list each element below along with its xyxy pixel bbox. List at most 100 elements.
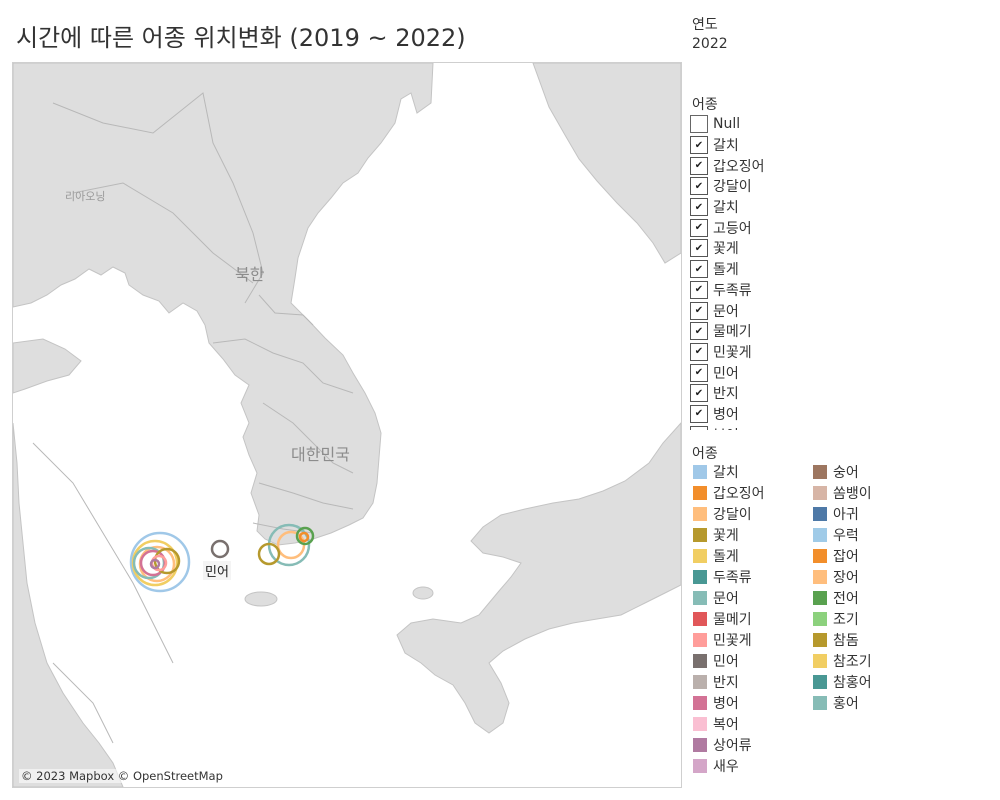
legend-swatch: [813, 549, 827, 563]
legend-label: 두족류: [713, 570, 752, 586]
legend-item[interactable]: 물메기: [693, 609, 752, 629]
map-view[interactable]: 리아오닝 북한 대한민국 민어 © 2023 Mapbox © OpenStre…: [12, 62, 682, 788]
species-filter-list[interactable]: Null ✔ 갈치 ✔ 갑오징어 ✔ 강달이 ✔ 갈치 ✔ 고등어 ✔ 꽃게 ✔ 돌게 ✔ 두족…: [690, 114, 890, 430]
filter-item[interactable]: ✔ 돌게: [690, 259, 890, 280]
checkbox[interactable]: ✔: [690, 363, 708, 382]
checkbox[interactable]: ✔: [690, 384, 708, 403]
legend-item[interactable]: 참홍어: [813, 672, 872, 692]
checkbox[interactable]: ✔: [690, 280, 708, 299]
legend-item[interactable]: 장어: [813, 567, 859, 587]
legend-label: 갈치: [713, 465, 739, 481]
checkbox[interactable]: [690, 115, 708, 134]
filter-item[interactable]: ✔ 강달이: [690, 176, 890, 197]
filter-item[interactable]: ✔ 두족류: [690, 280, 890, 301]
checkbox[interactable]: ✔: [690, 342, 708, 361]
filter-label: 병어: [713, 406, 739, 423]
legend-item[interactable]: 쏨뱅이: [813, 483, 872, 503]
legend-item[interactable]: 참조기: [813, 651, 872, 671]
filter-item[interactable]: ✔ 갈치: [690, 197, 890, 218]
legend-item[interactable]: 병어: [693, 693, 739, 713]
legend-item[interactable]: 아귀: [813, 504, 859, 524]
legend-swatch: [693, 633, 707, 647]
basemap: [13, 63, 681, 787]
land-west: [13, 338, 82, 394]
legend-item[interactable]: 두족류: [693, 567, 752, 587]
checkbox[interactable]: ✔: [690, 136, 708, 155]
land-japan: [396, 422, 681, 734]
legend-item[interactable]: 꽃게: [693, 525, 739, 545]
filter-label: 갑오징어: [713, 158, 765, 175]
year-filter-value[interactable]: 2022: [692, 36, 728, 52]
checkbox[interactable]: ✔: [690, 198, 708, 217]
legend-item[interactable]: 민어: [693, 651, 739, 671]
legend-swatch: [813, 633, 827, 647]
filter-item[interactable]: ✔ 반지: [690, 383, 890, 404]
legend-item[interactable]: 홍어: [813, 693, 859, 713]
legend-item[interactable]: 돌게: [693, 546, 739, 566]
legend-item[interactable]: 새우: [693, 756, 739, 776]
filter-label: 돌게: [713, 262, 739, 279]
legend-item[interactable]: 우럭: [813, 525, 859, 545]
checkbox[interactable]: ✔: [690, 156, 708, 175]
checkbox[interactable]: ✔: [690, 425, 708, 430]
place-label-south-korea: 대한민국: [291, 445, 350, 464]
checkbox[interactable]: ✔: [690, 260, 708, 279]
legend-item[interactable]: 복어: [693, 714, 739, 734]
filter-item[interactable]: ✔ 고등어: [690, 217, 890, 238]
legend-swatch: [693, 507, 707, 521]
checkbox[interactable]: ✔: [690, 177, 708, 196]
legend-item[interactable]: 반지: [693, 672, 739, 692]
legend-label: 홍어: [833, 696, 859, 712]
legend-label: 잡어: [833, 549, 859, 565]
filter-label: 꽃게: [713, 241, 739, 258]
filter-item[interactable]: ✔ 민꽃게: [690, 342, 890, 363]
checkbox[interactable]: ✔: [690, 322, 708, 341]
legend-item[interactable]: 문어: [693, 588, 739, 608]
legend-swatch: [693, 528, 707, 542]
filter-item[interactable]: ✔ 꽃게: [690, 238, 890, 259]
filter-item[interactable]: ✔ 갑오징어: [690, 155, 890, 176]
legend-label: 참돔: [833, 633, 859, 649]
filter-label: 갈치: [713, 200, 739, 217]
filter-label: 두족류: [713, 282, 752, 299]
checkbox[interactable]: ✔: [690, 218, 708, 237]
filter-item[interactable]: Null: [690, 114, 890, 135]
legend-item[interactable]: 조기: [813, 609, 859, 629]
filter-item[interactable]: ✔ 물메기: [690, 321, 890, 342]
map-attribution[interactable]: © 2023 Mapbox © OpenStreetMap: [19, 769, 225, 783]
legend-swatch: [693, 591, 707, 605]
legend-label: 상어류: [713, 738, 752, 754]
filter-label: 고등어: [713, 220, 752, 237]
filter-label: Null: [713, 116, 741, 133]
legend-label: 꽃게: [713, 528, 739, 544]
legend-label: 물메기: [713, 612, 752, 628]
filter-item[interactable]: ✔ 복어: [690, 424, 890, 430]
filter-item[interactable]: ✔ 민어: [690, 362, 890, 383]
checkbox[interactable]: ✔: [690, 404, 708, 423]
legend-item[interactable]: 상어류: [693, 735, 752, 755]
filter-item[interactable]: ✔ 갈치: [690, 135, 890, 156]
legend-item[interactable]: 참돔: [813, 630, 859, 650]
legend-swatch: [693, 738, 707, 752]
legend-item[interactable]: 갑오징어: [693, 483, 765, 503]
legend-item[interactable]: 갈치: [693, 462, 739, 482]
checkbox[interactable]: ✔: [690, 301, 708, 320]
filter-label: 물메기: [713, 324, 752, 341]
legend-swatch: [813, 591, 827, 605]
checkbox[interactable]: ✔: [690, 239, 708, 258]
legend-label: 우럭: [833, 528, 859, 544]
legend-label: 새우: [713, 759, 739, 775]
legend-item[interactable]: 숭어: [813, 462, 859, 482]
legend-swatch: [693, 549, 707, 563]
filter-item[interactable]: ✔ 병어: [690, 404, 890, 425]
legend-item[interactable]: 전어: [813, 588, 859, 608]
legend-swatch: [813, 486, 827, 500]
legend-item[interactable]: 잡어: [813, 546, 859, 566]
legend-item[interactable]: 민꽃게: [693, 630, 752, 650]
filter-item[interactable]: ✔ 문어: [690, 300, 890, 321]
legend-label: 조기: [833, 612, 859, 628]
legend-swatch: [813, 507, 827, 521]
legend-swatch: [813, 570, 827, 584]
legend-item[interactable]: 강달이: [693, 504, 752, 524]
legend-label: 복어: [713, 717, 739, 733]
